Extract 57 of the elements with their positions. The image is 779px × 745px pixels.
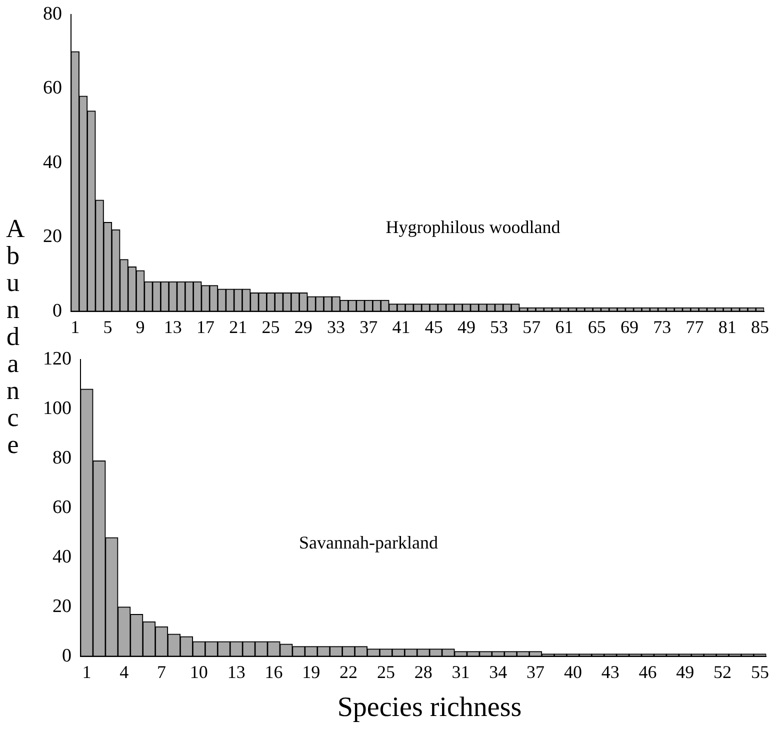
y-tick-label: 20 <box>52 596 72 617</box>
x-tick-label: 21 <box>229 316 248 337</box>
x-tick-label: 13 <box>227 662 246 682</box>
x-tick-label: 9 <box>136 316 145 337</box>
x-tick-label: 17 <box>196 316 215 337</box>
x-tick-label: 52 <box>714 662 732 682</box>
x-tick-label: 19 <box>302 662 320 682</box>
y-tick-label: 60 <box>43 78 62 99</box>
x-tick-label: 46 <box>638 662 657 682</box>
x-tick-label: 43 <box>601 662 620 682</box>
x-tick-label: 33 <box>326 316 345 337</box>
x-tick-label: 55 <box>750 662 769 682</box>
x-tick-label: 85 <box>750 316 769 337</box>
y-tick-label: 60 <box>52 496 72 518</box>
x-tick-label: 65 <box>588 316 606 337</box>
x-tick-label: 37 <box>526 662 545 682</box>
y-tick-label: 0 <box>52 300 62 322</box>
x-tick-label: 25 <box>376 662 395 682</box>
x-tick-label: 28 <box>414 662 432 682</box>
x-tick-label: 49 <box>457 316 476 337</box>
x-tick-label: 61 <box>555 316 574 337</box>
y-tick-label: 20 <box>43 226 62 248</box>
y-tick-label: 100 <box>43 398 72 419</box>
x-tick-label: 1 <box>70 316 80 337</box>
y-tick-label: 80 <box>43 3 62 24</box>
x-tick-label: 34 <box>489 662 508 682</box>
x-tick-label: 53 <box>490 316 508 337</box>
x-tick-label: 49 <box>676 662 694 682</box>
x-tick-label: 73 <box>653 316 672 337</box>
text: Abundance <box>6 214 25 459</box>
x-tick-label: 57 <box>522 316 541 337</box>
x-tick-label: 5 <box>103 316 112 337</box>
x-tick-label: 45 <box>424 316 443 337</box>
x-tick-label: 22 <box>340 662 358 682</box>
y-tick-label: 0 <box>62 645 72 666</box>
y-tick-label: 40 <box>52 546 72 568</box>
x-tick-label: 1 <box>82 662 92 682</box>
x-tick-label: 13 <box>164 316 182 337</box>
annotation: Hygrophilous woodland <box>386 216 560 237</box>
x-tick-label: 77 <box>686 316 704 337</box>
x-tick-label: 25 <box>262 316 280 337</box>
x-tick-label: 69 <box>620 316 639 337</box>
x-tick-label: 40 <box>564 662 582 682</box>
annotation: Savannah-parkland <box>299 532 438 552</box>
y-tick-label: 120 <box>43 348 72 370</box>
x-tick-label: 10 <box>190 662 208 682</box>
x-tick-label: 37 <box>360 316 378 337</box>
x-tick-label: 41 <box>392 316 410 337</box>
x-tick-label: 7 <box>157 662 166 682</box>
x-tick-label: 16 <box>264 662 283 682</box>
y-tick-label: 80 <box>52 447 72 468</box>
x-tick-label: 31 <box>452 662 470 682</box>
x-tick-label: 4 <box>120 662 129 682</box>
x-tick-label: 81 <box>718 316 736 337</box>
y-tick-label: 40 <box>43 152 62 173</box>
x-tick-label: 29 <box>294 316 312 337</box>
x-axis-title: Species richness <box>336 692 523 724</box>
